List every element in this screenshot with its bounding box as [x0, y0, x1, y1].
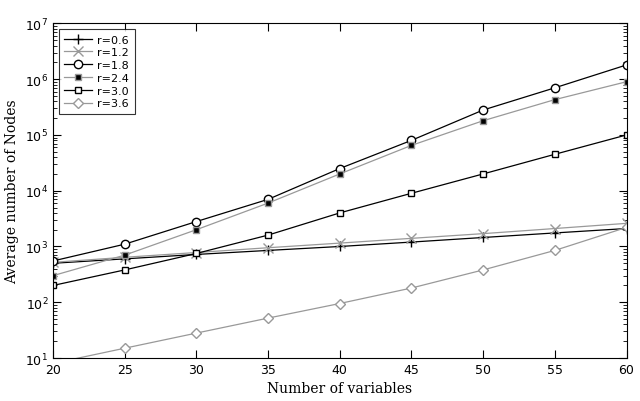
r=3.0 [264, 233, 272, 238]
r=3.0 [408, 191, 415, 196]
Line: r=1.2: r=1.2 [48, 219, 632, 267]
r=0.6 [623, 227, 630, 231]
Line: r=1.8: r=1.8 [49, 62, 630, 265]
r=0.6 [479, 235, 487, 240]
r=3.6 [193, 331, 200, 336]
Legend: r=0.6, r=1.2, r=1.8, r=2.4, r=3.0, r=3.6: r=0.6, r=1.2, r=1.8, r=2.4, r=3.0, r=3.6 [58, 30, 135, 115]
r=3.0 [479, 172, 487, 177]
r=2.4 [336, 172, 344, 177]
r=2.4 [551, 98, 559, 103]
r=3.0 [193, 251, 200, 256]
r=0.6 [336, 245, 344, 249]
r=3.6 [551, 248, 559, 253]
r=3.0 [623, 133, 630, 138]
r=0.6 [264, 248, 272, 253]
r=3.0 [551, 152, 559, 157]
r=3.6 [121, 346, 129, 351]
r=0.6 [408, 240, 415, 245]
r=3.6 [408, 286, 415, 291]
r=1.8 [121, 242, 129, 247]
r=1.8 [408, 139, 415, 144]
Line: r=3.6: r=3.6 [49, 225, 630, 367]
Line: r=3.0: r=3.0 [49, 132, 630, 289]
r=1.8 [623, 63, 630, 68]
X-axis label: Number of variables: Number of variables [267, 381, 412, 395]
r=1.8 [336, 167, 344, 172]
r=3.6 [264, 316, 272, 321]
r=1.2 [551, 227, 559, 231]
r=1.2 [336, 241, 344, 246]
r=3.6 [623, 225, 630, 230]
r=0.6 [551, 231, 559, 236]
r=1.8 [479, 108, 487, 113]
r=1.8 [264, 197, 272, 202]
r=1.8 [551, 86, 559, 91]
r=3.6 [479, 268, 487, 273]
Line: r=2.4: r=2.4 [49, 79, 630, 279]
r=1.2 [193, 251, 200, 255]
r=2.4 [193, 228, 200, 233]
r=1.8 [193, 220, 200, 225]
Y-axis label: Average number of Nodes: Average number of Nodes [6, 99, 20, 284]
r=1.8 [49, 259, 57, 264]
r=2.4 [121, 253, 129, 258]
r=0.6 [121, 257, 129, 261]
r=1.2 [623, 221, 630, 226]
r=3.0 [336, 211, 344, 216]
r=1.2 [264, 246, 272, 251]
r=2.4 [264, 201, 272, 206]
r=2.4 [623, 80, 630, 85]
r=2.4 [479, 119, 487, 124]
r=3.6 [336, 301, 344, 306]
r=1.2 [49, 260, 57, 265]
r=0.6 [193, 252, 200, 257]
r=1.2 [479, 232, 487, 237]
r=3.0 [121, 268, 129, 273]
r=2.4 [49, 273, 57, 278]
r=1.2 [121, 255, 129, 260]
r=3.6 [49, 361, 57, 366]
r=0.6 [49, 261, 57, 266]
r=1.2 [408, 236, 415, 241]
r=2.4 [408, 144, 415, 148]
r=3.0 [49, 284, 57, 288]
Line: r=0.6: r=0.6 [48, 224, 632, 269]
